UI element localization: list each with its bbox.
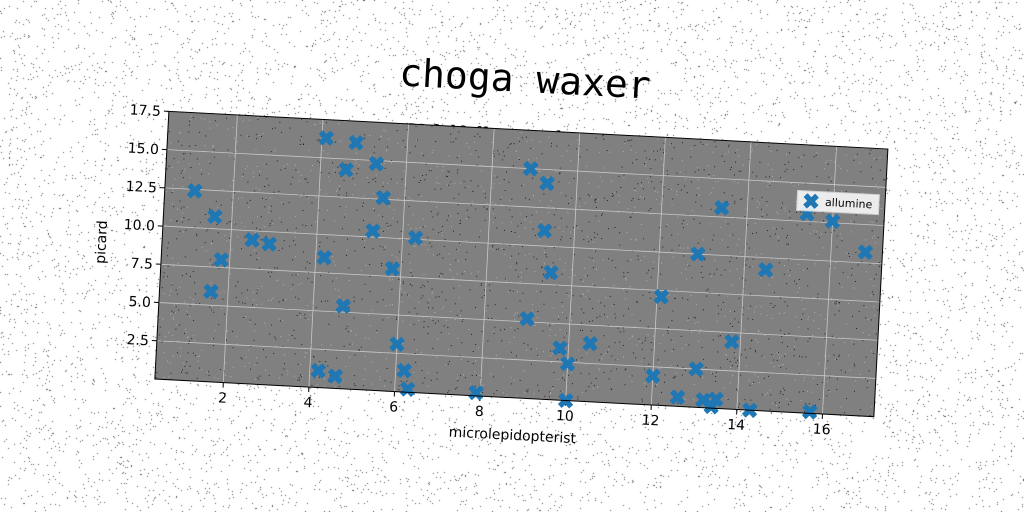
data-point bbox=[582, 335, 598, 352]
data-point bbox=[384, 261, 401, 277]
data-point bbox=[519, 311, 535, 327]
x-tick-label: 8 bbox=[474, 404, 484, 420]
y-tick-label: 5.0 bbox=[128, 294, 151, 311]
data-point bbox=[365, 223, 381, 239]
data-point bbox=[724, 334, 740, 350]
data-point bbox=[714, 200, 730, 216]
data-point bbox=[318, 130, 334, 146]
data-point bbox=[688, 361, 704, 377]
plot-area bbox=[154, 111, 888, 417]
data-point bbox=[539, 175, 555, 192]
data-point bbox=[310, 363, 327, 379]
legend-x-icon bbox=[803, 193, 819, 209]
y-tick-label: 7.5 bbox=[130, 256, 153, 273]
data-point bbox=[536, 223, 553, 239]
data-point bbox=[407, 230, 424, 246]
y-tick-label: 15.0 bbox=[127, 141, 159, 159]
chart-title: choga waxer bbox=[398, 50, 652, 107]
data-point bbox=[543, 264, 559, 281]
data-point bbox=[244, 232, 260, 248]
data-point bbox=[368, 155, 385, 172]
data-points bbox=[187, 130, 874, 420]
x-tick-label: 4 bbox=[303, 395, 313, 411]
y-tick-label: 10.0 bbox=[123, 217, 155, 235]
data-point bbox=[316, 249, 332, 266]
data-point bbox=[559, 356, 576, 372]
data-point bbox=[757, 262, 774, 278]
data-point bbox=[552, 340, 568, 356]
data-point bbox=[327, 368, 343, 384]
x-axis-label: microlepidopterist bbox=[448, 424, 577, 447]
y-grid-line bbox=[162, 225, 882, 265]
x-tick-label: 12 bbox=[641, 413, 660, 430]
data-point bbox=[203, 283, 219, 300]
y-grid-line bbox=[156, 340, 876, 379]
x-grid-line bbox=[479, 128, 495, 397]
y-grid-line bbox=[166, 149, 886, 188]
legend-label: allumine bbox=[825, 196, 873, 211]
y-grid-line bbox=[164, 187, 884, 226]
x-tick-label: 6 bbox=[389, 399, 399, 415]
data-point bbox=[824, 213, 841, 229]
data-point bbox=[669, 389, 686, 405]
x-grid-line bbox=[565, 132, 581, 401]
x-tick-label: 14 bbox=[727, 417, 746, 434]
data-point bbox=[207, 208, 223, 225]
x-grid-line bbox=[650, 137, 666, 406]
data-point bbox=[187, 183, 203, 199]
data-point bbox=[375, 190, 391, 206]
data-point bbox=[338, 162, 354, 178]
data-point bbox=[522, 160, 539, 177]
data-point bbox=[389, 336, 405, 352]
plot-speckles bbox=[155, 115, 888, 417]
y-tick-label: 12.5 bbox=[125, 179, 157, 197]
data-point bbox=[348, 134, 364, 151]
data-point bbox=[396, 362, 412, 379]
y-tick-label: 2.5 bbox=[126, 332, 149, 349]
plot-group: 2 4 6 8 10 12 14 16 2.5 5.0 7.5 10.0 12.5 15.0 17.5 al… bbox=[93, 102, 889, 447]
legend: allumine bbox=[796, 189, 881, 216]
x-tick-label: 16 bbox=[812, 422, 831, 439]
data-point bbox=[335, 298, 351, 314]
y-tick-label: 17.5 bbox=[129, 102, 161, 120]
x-grid-line bbox=[822, 146, 837, 415]
legend-marker bbox=[803, 193, 819, 209]
data-point bbox=[261, 236, 277, 252]
data-point bbox=[645, 368, 661, 384]
y-grid-line bbox=[158, 302, 878, 341]
data-point bbox=[690, 246, 706, 262]
x-grid-line bbox=[222, 114, 238, 383]
data-point bbox=[653, 288, 669, 305]
y-axis-label: picard bbox=[93, 220, 111, 264]
data-point bbox=[213, 252, 229, 268]
plot-frame bbox=[154, 110, 889, 418]
data-point bbox=[857, 244, 874, 260]
axis-ticks: 2 4 6 8 10 12 14 16 2.5 5.0 7.5 10.0 12.5 15.0 17.5 bbox=[123, 102, 831, 439]
x-grid-line bbox=[308, 119, 324, 388]
x-grid-line bbox=[736, 141, 752, 410]
x-tick-label: 2 bbox=[218, 390, 228, 406]
x-tick-label: 10 bbox=[556, 408, 575, 425]
y-grid-line bbox=[160, 263, 880, 303]
data-point bbox=[802, 404, 818, 420]
data-point bbox=[708, 391, 724, 407]
